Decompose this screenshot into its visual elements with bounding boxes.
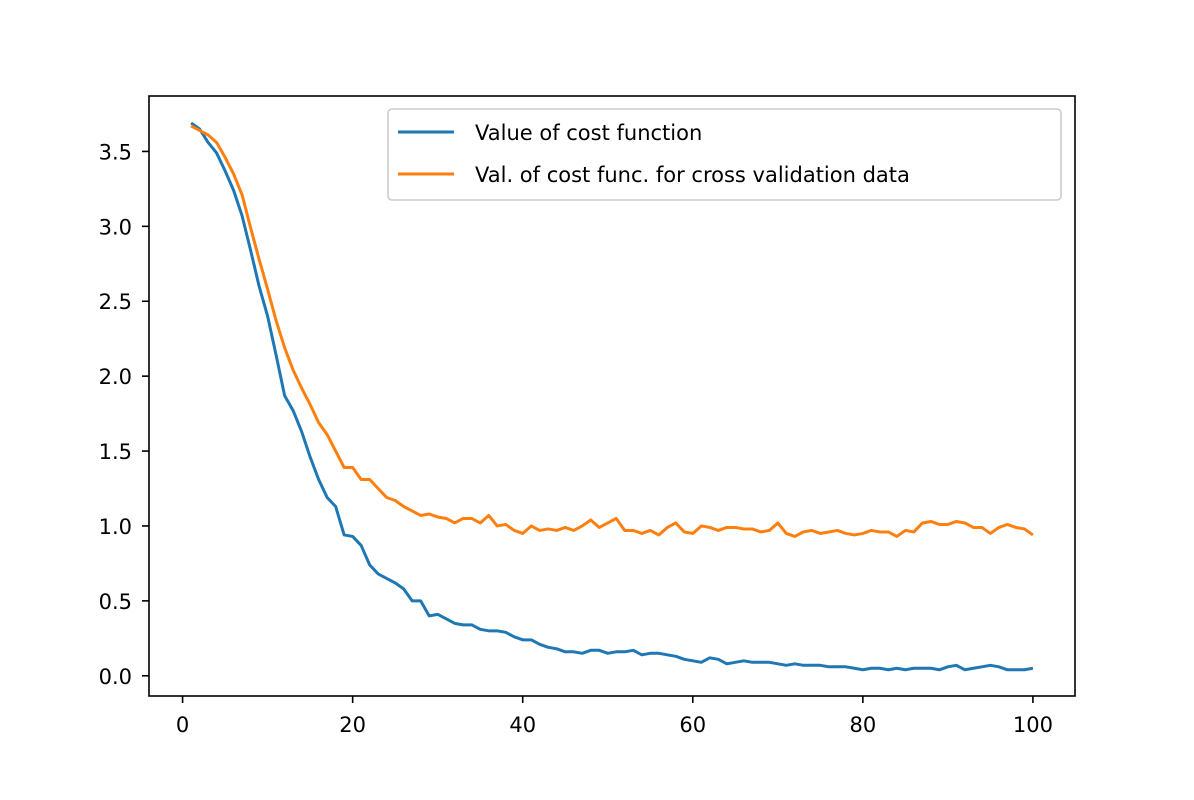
legend-box — [387, 108, 1062, 201]
y-tick-label: 1.0 — [99, 515, 132, 539]
x-tick-label: 20 — [339, 713, 366, 737]
y-tick-label: 2.0 — [99, 365, 132, 389]
y-tick-label: 1.5 — [99, 440, 132, 464]
x-tick-label: 100 — [1013, 713, 1053, 737]
x-tick-label: 0 — [176, 713, 189, 737]
y-tick-label: 3.5 — [99, 140, 132, 164]
legend-label-1: Value of cost function — [475, 121, 702, 145]
x-tick-label: 80 — [849, 713, 876, 737]
plot-frame — [148, 95, 1076, 697]
series-line-2 — [190, 124, 1034, 538]
x-axis-ticks: 0 20 40 60 80 100 — [176, 696, 1053, 737]
y-axis-ticks: 0.0 0.5 1.0 1.5 2.0 2.5 3.0 3.5 — [99, 140, 149, 689]
y-tick-label: 3.0 — [99, 215, 132, 239]
x-tick-label: 40 — [509, 713, 536, 737]
series-line-1 — [190, 121, 1034, 672]
y-tick-label: 0.0 — [99, 665, 132, 689]
series-layer — [190, 121, 1034, 672]
y-tick-label: 0.5 — [99, 590, 132, 614]
y-tick-label: 2.5 — [99, 290, 132, 314]
x-tick-label: 60 — [679, 713, 706, 737]
legend: Value of cost function Val. of cost func.… — [387, 108, 1062, 201]
legend-label-2: Val. of cost func. for cross validation … — [475, 163, 910, 187]
